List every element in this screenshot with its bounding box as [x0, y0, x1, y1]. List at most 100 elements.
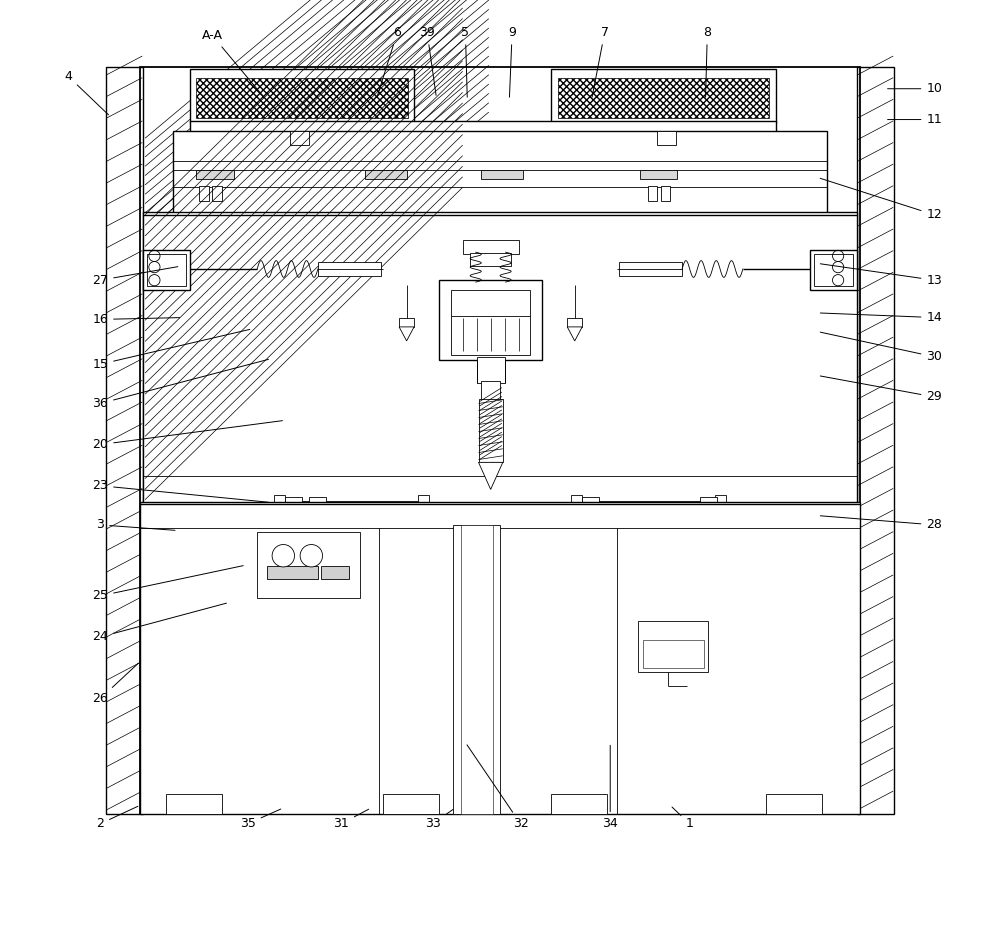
Bar	[661, 186, 670, 201]
Text: 26: 26	[92, 663, 138, 705]
Bar	[199, 186, 209, 201]
Bar	[147, 254, 186, 286]
Bar	[463, 240, 519, 254]
Bar	[481, 381, 500, 402]
Bar	[558, 78, 769, 118]
Bar	[453, 525, 500, 814]
Bar	[619, 262, 682, 276]
Bar	[584, 512, 711, 542]
Bar	[383, 794, 439, 814]
Bar	[365, 170, 407, 179]
Bar	[481, 213, 500, 226]
Bar	[143, 250, 190, 290]
Bar	[700, 497, 717, 508]
Bar	[140, 67, 860, 814]
Bar	[278, 501, 425, 544]
Bar	[638, 621, 708, 672]
Bar	[810, 250, 857, 290]
Text: 35: 35	[240, 809, 281, 830]
Text: 3: 3	[96, 518, 175, 531]
Text: 7: 7	[592, 26, 609, 97]
Text: 39: 39	[419, 26, 436, 95]
Bar	[318, 262, 381, 276]
Bar	[143, 217, 491, 504]
Polygon shape	[567, 327, 582, 341]
Bar	[274, 495, 285, 546]
Bar	[766, 794, 822, 814]
Bar	[143, 212, 857, 504]
Text: 8: 8	[703, 26, 711, 97]
Bar	[551, 794, 607, 814]
Text: 1: 1	[672, 807, 694, 830]
Bar	[166, 794, 222, 814]
Bar	[309, 497, 326, 508]
Text: 11: 11	[888, 113, 942, 126]
Bar	[479, 239, 502, 250]
Bar	[715, 495, 726, 546]
Bar	[287, 512, 414, 542]
Bar	[257, 532, 360, 598]
Text: 24: 24	[92, 603, 226, 644]
Bar	[643, 640, 704, 668]
Bar	[212, 186, 222, 201]
Text: 33: 33	[425, 810, 453, 830]
Text: 34: 34	[602, 745, 618, 830]
Text: 9: 9	[508, 26, 516, 97]
Text: 36: 36	[92, 360, 268, 410]
Bar	[470, 253, 511, 266]
Polygon shape	[479, 462, 503, 489]
Bar	[321, 566, 349, 579]
Bar	[196, 170, 234, 179]
Bar	[266, 566, 318, 579]
Bar	[461, 525, 493, 814]
Text: 15: 15	[92, 330, 250, 371]
Text: 12: 12	[820, 178, 942, 221]
Bar	[575, 501, 722, 544]
Bar	[106, 67, 143, 814]
Text: 2: 2	[96, 806, 138, 830]
Text: 23: 23	[92, 479, 268, 502]
Bar	[567, 318, 582, 327]
Bar	[190, 69, 414, 123]
Text: 31: 31	[333, 809, 369, 830]
Bar	[399, 318, 414, 327]
Bar	[285, 497, 302, 508]
Bar	[640, 170, 677, 179]
Bar	[481, 170, 523, 179]
Bar	[477, 357, 505, 383]
Bar	[290, 131, 309, 145]
Text: 13: 13	[820, 263, 942, 287]
Polygon shape	[399, 327, 414, 341]
Bar	[274, 502, 431, 511]
Bar	[857, 67, 894, 814]
Text: 10: 10	[888, 82, 942, 95]
Bar	[657, 131, 676, 145]
Text: A-A: A-A	[202, 29, 263, 96]
Bar	[418, 495, 429, 546]
Bar	[582, 497, 599, 508]
Bar	[190, 121, 776, 133]
Text: 29: 29	[820, 376, 942, 403]
Circle shape	[300, 545, 323, 567]
Bar	[814, 254, 853, 286]
Text: 5: 5	[461, 26, 469, 97]
Bar	[196, 78, 408, 118]
Bar	[648, 186, 657, 201]
Bar	[173, 131, 827, 215]
Circle shape	[272, 545, 295, 567]
Text: 6: 6	[378, 26, 401, 95]
Bar	[551, 69, 776, 123]
Text: 16: 16	[92, 313, 180, 326]
Text: 27: 27	[92, 267, 178, 287]
Bar	[479, 399, 503, 462]
Text: 28: 28	[820, 516, 942, 531]
Bar	[451, 290, 530, 355]
Text: 14: 14	[820, 311, 942, 324]
Bar	[439, 280, 542, 360]
Text: 30: 30	[820, 333, 942, 363]
Text: 25: 25	[92, 566, 243, 602]
Bar	[140, 502, 860, 814]
Bar	[571, 502, 728, 511]
Bar	[484, 224, 497, 241]
Text: 32: 32	[467, 744, 528, 830]
